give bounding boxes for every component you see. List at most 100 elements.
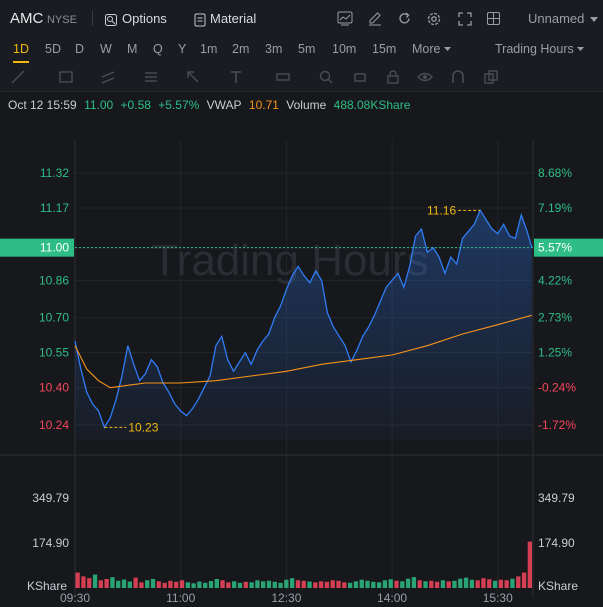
timeframe-15m[interactable]: 15m	[372, 42, 397, 56]
volume-bar	[481, 578, 486, 588]
layout-icon[interactable]	[486, 11, 501, 26]
arrow-icon[interactable]	[185, 69, 201, 85]
quote-info-line: Oct 12 15:59 11.00 +0.58 +5.57% VWAP 10.…	[8, 98, 414, 112]
volume-bar	[121, 579, 127, 588]
timeframe-10m[interactable]: 10m	[332, 42, 357, 56]
timeframe-q[interactable]: Q	[153, 42, 163, 56]
eye-icon[interactable]	[417, 69, 433, 85]
timeframe-3m[interactable]: 3m	[265, 42, 283, 56]
watermark: Trading Hours	[151, 236, 428, 285]
volume-tick-label-right: 349.79	[538, 491, 575, 505]
volume-bar	[150, 578, 156, 588]
x-tick-label: 15:30	[483, 591, 513, 605]
y-tick-label: 11.00	[40, 241, 69, 255]
volume-bar	[208, 581, 214, 588]
volume-bar	[313, 582, 318, 588]
volume-unit-label: KShare	[27, 579, 67, 593]
rectangle-icon[interactable]	[58, 69, 74, 85]
quote-change: +0.58	[120, 98, 151, 112]
volume-bar	[203, 582, 208, 588]
x-tick-label: 11:00	[166, 591, 195, 605]
volume-bar	[214, 578, 219, 588]
y-pct-tick-label: 7.19%	[538, 201, 572, 215]
volume-bar	[145, 580, 150, 588]
refresh-icon[interactable]	[397, 11, 412, 26]
volume-bar	[510, 578, 515, 588]
fullscreen-icon[interactable]	[457, 11, 473, 27]
volume-bar	[463, 577, 469, 588]
timeframe-1m[interactable]: 1m	[200, 42, 218, 56]
volume-bar	[139, 582, 144, 588]
volume-bar	[347, 582, 353, 588]
volume-bar	[365, 580, 370, 588]
volume-bar	[527, 541, 532, 588]
volume-tick-label: 174.90	[32, 536, 69, 550]
material-button[interactable]: Material	[194, 0, 256, 36]
chart-type-icon[interactable]	[337, 11, 353, 26]
timeframe-2m[interactable]: 2m	[232, 42, 250, 56]
volume-bar	[81, 576, 86, 588]
volume-bar	[232, 581, 237, 588]
vwap-value: 10.71	[248, 98, 279, 112]
volume-bar	[359, 579, 364, 588]
volume-bar	[98, 580, 103, 588]
magnet-icon[interactable]	[450, 69, 466, 85]
text-tool-icon[interactable]	[228, 69, 244, 85]
timeframe-1d[interactable]: 1D	[13, 36, 29, 63]
volume-bar	[353, 581, 359, 588]
parallel-channel-icon[interactable]	[100, 69, 116, 85]
more-label: More	[412, 42, 441, 56]
eraser-icon[interactable]	[352, 69, 368, 85]
volume-bar	[487, 579, 492, 588]
volume-bar	[75, 572, 80, 588]
lock-icon[interactable]	[385, 69, 401, 85]
measure-icon[interactable]	[275, 69, 291, 85]
layout-dropdown[interactable]: Unnamed	[528, 0, 598, 36]
copy-icon[interactable]	[483, 69, 499, 85]
y-tick-label: 10.70	[39, 311, 69, 325]
more-timeframes-button[interactable]: More	[412, 36, 451, 63]
drawing-toolbar	[0, 63, 603, 92]
exchange-label: NYSE	[46, 14, 77, 26]
volume-bar	[179, 580, 185, 588]
volume-bar	[388, 579, 393, 588]
price-line	[74, 208, 533, 429]
timeframe-5m[interactable]: 5m	[298, 42, 316, 56]
gear-icon[interactable]	[426, 11, 442, 27]
options-button[interactable]: Options	[104, 0, 167, 36]
edit-icon[interactable]	[367, 11, 383, 26]
price-area	[75, 210, 532, 440]
high-label: 11.16	[427, 203, 456, 217]
session-dropdown[interactable]: Trading Hours	[495, 36, 585, 63]
volume-bar	[452, 580, 457, 588]
fibonacci-icon[interactable]	[143, 69, 159, 85]
volume-bar	[185, 582, 190, 588]
volume-bar	[133, 577, 138, 588]
vwap-label: VWAP	[206, 98, 242, 112]
volume-bar	[446, 581, 451, 588]
volume-bar	[104, 578, 109, 588]
timeframe-y[interactable]: Y	[178, 42, 187, 56]
quote-price: 11.00	[84, 98, 114, 112]
volume-bar	[318, 581, 324, 588]
volume-bar	[237, 582, 243, 588]
x-tick-label: 12:30	[271, 591, 301, 605]
timeframe-w[interactable]: W	[100, 42, 112, 56]
y-tick-label: 10.40	[39, 381, 69, 395]
symbol-selector[interactable]: AMC NYSE	[10, 0, 77, 36]
trend-line-icon[interactable]	[10, 69, 26, 85]
quote-datetime: Oct 12 15:59	[8, 98, 77, 112]
chevron-down-icon	[443, 47, 451, 52]
zoom-icon[interactable]	[318, 69, 334, 85]
timeframe-d[interactable]: D	[75, 42, 85, 56]
volume-bar	[469, 579, 475, 588]
volume-bar	[266, 580, 272, 588]
y-tick-label: 10.24	[39, 418, 69, 432]
volume-value: 488.08KShare	[333, 98, 411, 112]
volume-bar	[261, 581, 266, 588]
volume-bar	[307, 581, 312, 588]
timeframe-m[interactable]: M	[127, 42, 138, 56]
volume-bar	[342, 582, 347, 588]
timeframe-5d[interactable]: 5D	[45, 42, 61, 56]
volume-bar	[174, 581, 179, 588]
